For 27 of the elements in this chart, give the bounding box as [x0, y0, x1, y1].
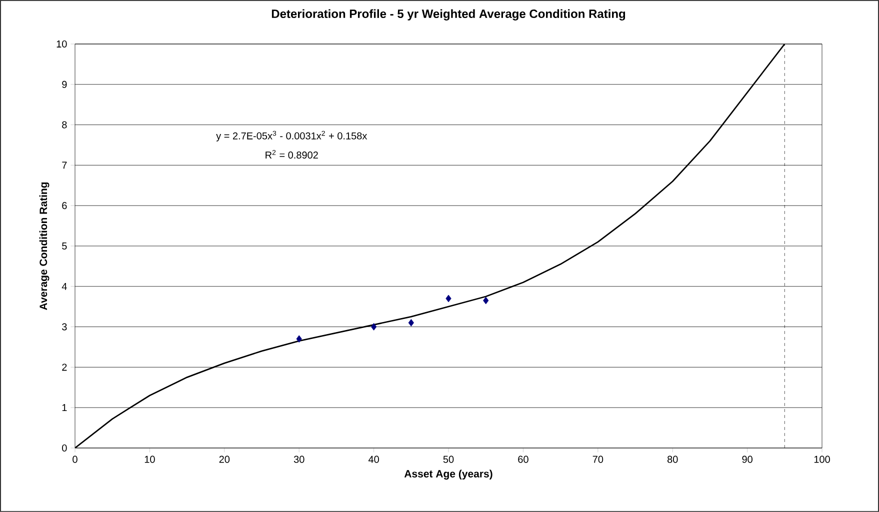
x-tick-label: 10	[144, 456, 155, 463]
annotation: y = 2.7E-05x$^{3}$ - 0.0031x$^{2}$ + 0.158x	[216, 130, 368, 142]
y-tick-label: 10	[56, 40, 67, 48]
x-tick-label: 0	[72, 456, 78, 463]
y-tick-label: 3	[62, 323, 67, 330]
x-tick-label: 90	[742, 456, 752, 463]
y-tick-label: 0	[62, 444, 67, 452]
y-axis-title: Average Condition Rating	[39, 182, 50, 310]
x-tick-label: 40	[368, 456, 379, 463]
x-tick-label: 60	[518, 456, 528, 463]
y-tick-label: 6	[62, 202, 67, 210]
y-tick-label: 5	[62, 242, 67, 250]
x-axis-title: Asset Age (years)	[404, 470, 492, 480]
x-tick-label: 80	[667, 456, 678, 463]
y-tick-label: 1	[62, 404, 67, 412]
y-tick-label: 7	[62, 162, 67, 169]
x-tick-label: 20	[219, 456, 230, 463]
y-tick-label: 9	[62, 80, 67, 88]
y-tick-label: 8	[62, 121, 67, 128]
x-tick-label: 50	[443, 456, 454, 463]
x-tick-label: 30	[294, 456, 304, 463]
y-tick-label: 2	[62, 364, 67, 371]
annotation: R$^{2}$ = 0.8902	[266, 150, 318, 159]
chart-title: Deterioration Profile - 5 yr Weighted Average Condition Rating	[272, 9, 626, 20]
x-tick-label: 70	[592, 456, 604, 463]
x-tick-label: 100	[814, 456, 830, 463]
y-tick-label: 4	[62, 282, 67, 290]
